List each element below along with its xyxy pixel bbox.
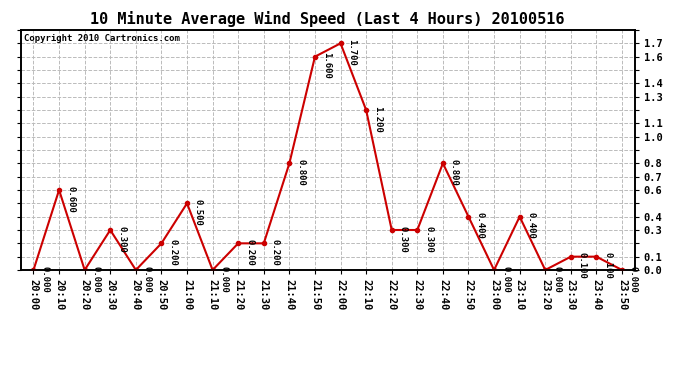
Text: 0.400: 0.400 [526,213,535,239]
Text: 0.000: 0.000 [41,266,50,293]
Text: 0.500: 0.500 [194,199,203,226]
Text: 0.200: 0.200 [168,239,177,266]
Text: 0.000: 0.000 [501,266,510,293]
Title: 10 Minute Average Wind Speed (Last 4 Hours) 20100516: 10 Minute Average Wind Speed (Last 4 Hou… [90,12,565,27]
Text: 0.100: 0.100 [578,252,586,279]
Text: 0.400: 0.400 [475,213,484,239]
Text: 1.700: 1.700 [348,39,357,66]
Text: 0.300: 0.300 [424,226,433,253]
Text: 0.600: 0.600 [66,186,75,213]
Text: 0.800: 0.800 [450,159,459,186]
Text: 0.300: 0.300 [117,226,126,253]
Text: 0.000: 0.000 [629,266,638,293]
Text: 1.600: 1.600 [322,53,331,80]
Text: 1.200: 1.200 [373,106,382,133]
Text: 0.000: 0.000 [552,266,561,293]
Text: 0.200: 0.200 [245,239,254,266]
Text: 0.200: 0.200 [270,239,279,266]
Text: 0.000: 0.000 [219,266,228,293]
Text: 0.300: 0.300 [399,226,408,253]
Text: 0.000: 0.000 [143,266,152,293]
Text: 0.800: 0.800 [296,159,305,186]
Text: 0.100: 0.100 [603,252,612,279]
Text: Copyright 2010 Cartronics.com: Copyright 2010 Cartronics.com [23,34,179,43]
Text: 0.000: 0.000 [92,266,101,293]
